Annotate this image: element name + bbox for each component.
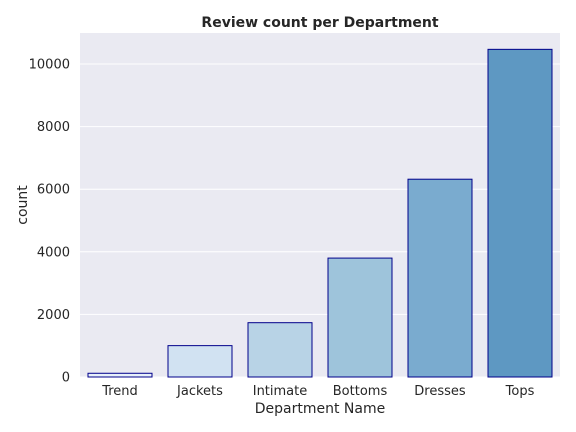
bar-bottoms bbox=[327, 257, 393, 378]
x-tick-label: Tops bbox=[505, 384, 535, 399]
chart-title: Review count per Department bbox=[201, 15, 438, 31]
bar-trend bbox=[87, 372, 153, 378]
bars bbox=[87, 48, 553, 378]
y-tick-labels: 0 2000 4000 6000 8000 10000 bbox=[29, 57, 70, 385]
y-axis-label: count bbox=[15, 185, 31, 225]
bar-intimate bbox=[247, 322, 313, 378]
bar-jackets bbox=[167, 345, 233, 378]
y-tick-label: 6000 bbox=[37, 183, 70, 198]
x-tick-label: Intimate bbox=[253, 384, 308, 399]
y-tick-label: 0 bbox=[62, 371, 70, 386]
y-tick-label: 4000 bbox=[37, 245, 70, 260]
x-tick-labels: Trend Jackets Intimate Bottoms Dresses Tops bbox=[101, 384, 534, 399]
bar-dresses bbox=[407, 178, 473, 378]
x-tick-label: Trend bbox=[101, 384, 138, 399]
x-tick-label: Bottoms bbox=[333, 384, 388, 399]
plot-background bbox=[80, 33, 560, 377]
y-tick-label: 2000 bbox=[37, 308, 70, 323]
y-tick-label: 8000 bbox=[37, 120, 70, 135]
gridlines bbox=[80, 63, 560, 378]
x-axis-label: Department Name bbox=[255, 401, 385, 417]
x-tick-label: Dresses bbox=[414, 384, 466, 399]
bar-tops bbox=[487, 48, 553, 378]
x-tick-label: Jackets bbox=[176, 384, 223, 399]
y-tick-label: 10000 bbox=[29, 57, 70, 72]
